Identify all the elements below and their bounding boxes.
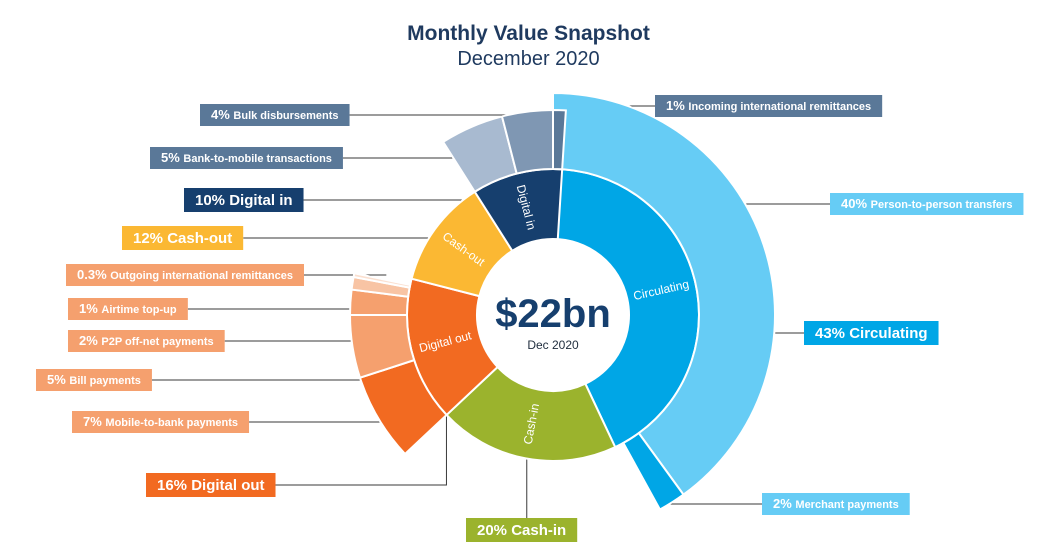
callout-box (655, 95, 883, 117)
callout-text: 10% Digital in (195, 192, 293, 209)
callout-box (762, 493, 910, 515)
callout-text: 20% Cash-in (477, 522, 566, 539)
callout-pct: 1% (79, 301, 101, 316)
callout-pct: 0.3% (77, 267, 110, 282)
callout-box (36, 369, 152, 391)
inner-slice-cash-in (445, 365, 617, 462)
callout-p2p-off-net-payments: 2% P2P off-net payments (68, 330, 225, 352)
callout-box (122, 226, 244, 250)
callout-pct: 5% (47, 372, 69, 387)
callout-box (68, 330, 225, 352)
svg-text:1% Incoming international remi: 1% Incoming international remittances (666, 98, 871, 113)
callout-airtime-top-up: 1% Airtime top-up (68, 298, 188, 320)
callout-box (466, 518, 578, 542)
callout-pct: 40% (841, 196, 871, 211)
svg-text:10% Digital in: 10% Digital in (195, 192, 293, 209)
center-label: Dec 2020 (527, 338, 579, 352)
outer-slice-person-to-person-transfers (552, 91, 776, 496)
outer-slice-merchant-payments (621, 431, 685, 511)
chart-subtitle: December 2020 (457, 48, 600, 70)
callout-mobile-to-bank-payments: 7% Mobile-to-bank payments (72, 411, 250, 433)
callout-pct: 1% (666, 98, 688, 113)
callout-incoming-international-remittances: 1% Incoming international remittances (655, 95, 883, 117)
callout-bill-payments: 5% Bill payments (36, 369, 152, 391)
callout-name: Incoming international remittances (688, 101, 871, 113)
callout-text: 16% Digital out (157, 477, 265, 494)
svg-text:4% Bulk disbursements: 4% Bulk disbursements (211, 107, 339, 122)
svg-text:7% Mobile-to-bank payments: 7% Mobile-to-bank payments (83, 414, 238, 429)
callout-box (200, 104, 350, 126)
callout-digital-in: 10% Digital in (184, 188, 304, 212)
callout-name: Outgoing international remittances (110, 270, 293, 282)
outer-slice-incoming-international-remittances (552, 108, 567, 171)
svg-text:2% Merchant payments: 2% Merchant payments (773, 496, 899, 511)
callout-cash-out: 12% Cash-out (122, 226, 244, 250)
callout-name: Bank-to-mobile transactions (183, 153, 332, 165)
callout-pct: 2% (79, 333, 101, 348)
callout-pct: 2% (773, 496, 795, 511)
callout-name: P2P off-net payments (101, 336, 213, 348)
callout-name: Person-to-person transfers (871, 199, 1013, 211)
callout-pct: 4% (211, 107, 233, 122)
callout-person-to-person-transfers: 40% Person-to-person transfers (830, 193, 1024, 215)
chart-title: Monthly Value Snapshot (407, 22, 650, 45)
svg-text:40% Person-to-person transfers: 40% Person-to-person transfers (841, 196, 1012, 211)
callout-name: Bill payments (69, 375, 141, 387)
callout-outgoing-international-remittances: 0.3% Outgoing international remittances (66, 264, 304, 286)
center-value: $22bn (495, 292, 611, 336)
callout-cash-in: 20% Cash-in (466, 518, 578, 542)
callout-text: 12% Cash-out (133, 230, 232, 247)
svg-text:0.3% Outgoing international re: 0.3% Outgoing international remittances (77, 267, 293, 282)
callout-box (146, 473, 276, 497)
callout-box (68, 298, 188, 320)
svg-text:12% Cash-out: 12% Cash-out (133, 230, 232, 247)
svg-text:43% Circulating: 43% Circulating (815, 325, 928, 342)
svg-text:5% Bill payments: 5% Bill payments (47, 372, 141, 387)
callout-name: Merchant payments (795, 499, 898, 511)
callout-text: 43% Circulating (815, 325, 928, 342)
outer-slice-outgoing-international-remittances (352, 272, 412, 289)
callout-name: Mobile-to-bank payments (105, 417, 238, 429)
svg-text:20% Cash-in: 20% Cash-in (477, 522, 566, 539)
callout-bank-to-mobile-transactions: 5% Bank-to-mobile transactions (150, 147, 343, 169)
callout-circulating: 43% Circulating (804, 321, 939, 345)
callout-pct: 5% (161, 150, 183, 165)
callout-box (184, 188, 304, 212)
svg-text:1% Airtime top-up: 1% Airtime top-up (79, 301, 177, 316)
callout-merchant-payments: 2% Merchant payments (762, 493, 910, 515)
callout-pct: 7% (83, 414, 105, 429)
callout-box (830, 193, 1024, 215)
callout-box (804, 321, 939, 345)
callout-name: Airtime top-up (101, 304, 176, 316)
callout-bulk-disbursements: 4% Bulk disbursements (200, 104, 350, 126)
svg-text:5% Bank-to-mobile transactions: 5% Bank-to-mobile transactions (161, 150, 332, 165)
callout-box (150, 147, 343, 169)
callout-digital-out: 16% Digital out (146, 473, 276, 497)
callout-box (66, 264, 304, 286)
callout-name: Bulk disbursements (233, 110, 338, 122)
svg-text:16% Digital out: 16% Digital out (157, 477, 265, 494)
callout-box (72, 411, 250, 433)
svg-text:2% P2P off-net payments: 2% P2P off-net payments (79, 333, 214, 348)
